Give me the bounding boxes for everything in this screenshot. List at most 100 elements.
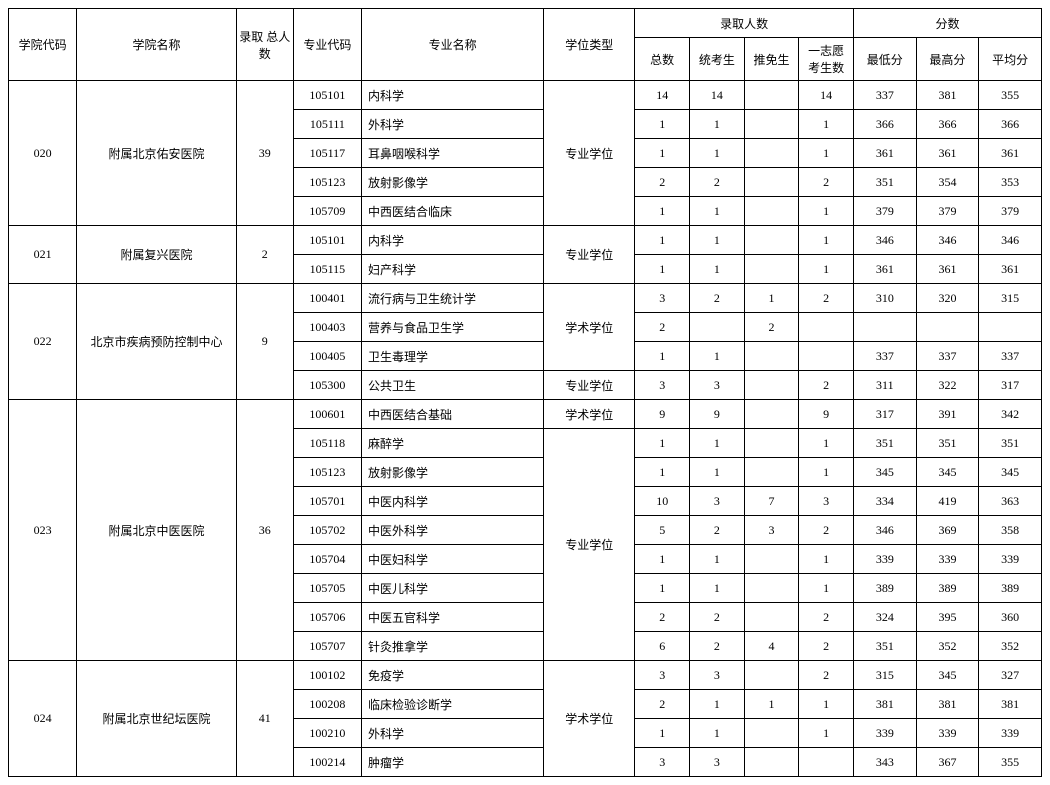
table-row: 020附属北京佑安医院39105101内科学专业学位14141433738135… bbox=[9, 81, 1042, 110]
college-code: 021 bbox=[9, 226, 77, 284]
cnt-rec bbox=[744, 139, 799, 168]
score-min: 351 bbox=[854, 429, 917, 458]
cnt-total: 1 bbox=[635, 226, 690, 255]
cnt-exam: 1 bbox=[690, 690, 745, 719]
score-min: 366 bbox=[854, 110, 917, 139]
score-avg bbox=[979, 313, 1042, 342]
admissions-table: 学院代码 学院名称 录取 总人数 专业代码 专业名称 学位类型 录取人数 分数 … bbox=[8, 8, 1042, 777]
cnt-exam: 9 bbox=[690, 400, 745, 429]
cnt-exam: 2 bbox=[690, 516, 745, 545]
score-avg: 345 bbox=[979, 458, 1042, 487]
score-avg: 346 bbox=[979, 226, 1042, 255]
cnt-first: 1 bbox=[799, 139, 854, 168]
cnt-total: 1 bbox=[635, 458, 690, 487]
score-min: 346 bbox=[854, 226, 917, 255]
major-code: 105704 bbox=[293, 545, 361, 574]
score-avg: 351 bbox=[979, 429, 1042, 458]
cnt-total: 1 bbox=[635, 255, 690, 284]
cnt-rec bbox=[744, 545, 799, 574]
score-max: 346 bbox=[916, 226, 979, 255]
score-max: 367 bbox=[916, 748, 979, 777]
major-name: 针灸推拿学 bbox=[362, 632, 544, 661]
cnt-rec bbox=[744, 81, 799, 110]
major-name: 营养与食品卫生学 bbox=[362, 313, 544, 342]
college-total: 2 bbox=[236, 226, 293, 284]
major-code: 100401 bbox=[293, 284, 361, 313]
degree-type: 专业学位 bbox=[544, 371, 635, 400]
score-max: 345 bbox=[916, 458, 979, 487]
degree-type: 专业学位 bbox=[544, 81, 635, 226]
cnt-first: 14 bbox=[799, 81, 854, 110]
score-max: 419 bbox=[916, 487, 979, 516]
score-max: 381 bbox=[916, 690, 979, 719]
major-code: 105702 bbox=[293, 516, 361, 545]
score-max: 366 bbox=[916, 110, 979, 139]
major-name: 内科学 bbox=[362, 81, 544, 110]
score-avg: 358 bbox=[979, 516, 1042, 545]
cnt-first: 2 bbox=[799, 168, 854, 197]
cnt-exam: 2 bbox=[690, 603, 745, 632]
major-name: 外科学 bbox=[362, 110, 544, 139]
cnt-exam: 2 bbox=[690, 632, 745, 661]
major-name: 放射影像学 bbox=[362, 168, 544, 197]
cnt-first: 1 bbox=[799, 545, 854, 574]
score-max: 337 bbox=[916, 342, 979, 371]
cnt-rec: 3 bbox=[744, 516, 799, 545]
cnt-rec bbox=[744, 342, 799, 371]
score-max: 395 bbox=[916, 603, 979, 632]
major-name: 外科学 bbox=[362, 719, 544, 748]
degree-type: 专业学位 bbox=[544, 226, 635, 284]
cnt-rec bbox=[744, 168, 799, 197]
score-avg: 315 bbox=[979, 284, 1042, 313]
major-code: 105111 bbox=[293, 110, 361, 139]
major-code: 105118 bbox=[293, 429, 361, 458]
th-cnt-total: 总数 bbox=[635, 38, 690, 81]
major-code: 100210 bbox=[293, 719, 361, 748]
major-code: 105701 bbox=[293, 487, 361, 516]
college-code: 020 bbox=[9, 81, 77, 226]
major-name: 流行病与卫生统计学 bbox=[362, 284, 544, 313]
score-min bbox=[854, 313, 917, 342]
major-name: 麻醉学 bbox=[362, 429, 544, 458]
cnt-total: 3 bbox=[635, 748, 690, 777]
cnt-rec bbox=[744, 574, 799, 603]
score-min: 315 bbox=[854, 661, 917, 690]
cnt-total: 1 bbox=[635, 139, 690, 168]
cnt-first: 1 bbox=[799, 458, 854, 487]
th-college-name: 学院名称 bbox=[77, 9, 236, 81]
score-avg: 339 bbox=[979, 719, 1042, 748]
score-avg: 339 bbox=[979, 545, 1042, 574]
cnt-total: 1 bbox=[635, 429, 690, 458]
cnt-total: 3 bbox=[635, 284, 690, 313]
score-max: 369 bbox=[916, 516, 979, 545]
cnt-total: 14 bbox=[635, 81, 690, 110]
cnt-total: 3 bbox=[635, 371, 690, 400]
cnt-rec: 7 bbox=[744, 487, 799, 516]
cnt-first: 3 bbox=[799, 487, 854, 516]
cnt-exam: 3 bbox=[690, 371, 745, 400]
cnt-total: 2 bbox=[635, 168, 690, 197]
score-avg: 361 bbox=[979, 139, 1042, 168]
cnt-rec: 1 bbox=[744, 690, 799, 719]
cnt-first: 2 bbox=[799, 516, 854, 545]
cnt-first: 1 bbox=[799, 226, 854, 255]
th-score-group: 分数 bbox=[854, 9, 1042, 38]
major-code: 105117 bbox=[293, 139, 361, 168]
cnt-first: 1 bbox=[799, 197, 854, 226]
score-avg: 337 bbox=[979, 342, 1042, 371]
score-min: 337 bbox=[854, 81, 917, 110]
table-header: 学院代码 学院名称 录取 总人数 专业代码 专业名称 学位类型 录取人数 分数 … bbox=[9, 9, 1042, 81]
cnt-rec bbox=[744, 255, 799, 284]
score-min: 324 bbox=[854, 603, 917, 632]
table-row: 024附属北京世纪坛医院41100102免疫学学术学位332315345327 bbox=[9, 661, 1042, 690]
cnt-rec: 1 bbox=[744, 284, 799, 313]
score-min: 310 bbox=[854, 284, 917, 313]
score-avg: 355 bbox=[979, 81, 1042, 110]
major-code: 105706 bbox=[293, 603, 361, 632]
th-major-code: 专业代码 bbox=[293, 9, 361, 81]
th-score-avg: 平均分 bbox=[979, 38, 1042, 81]
th-degree-type: 学位类型 bbox=[544, 9, 635, 81]
score-min: 339 bbox=[854, 719, 917, 748]
score-min: 361 bbox=[854, 255, 917, 284]
major-code: 105300 bbox=[293, 371, 361, 400]
